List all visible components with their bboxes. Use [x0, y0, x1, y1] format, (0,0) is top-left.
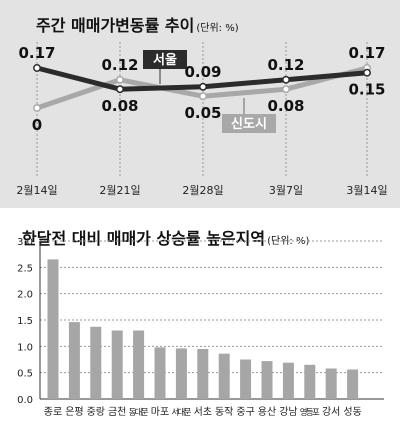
bar-8 [197, 349, 209, 399]
value-label-newtown: 0.12 [101, 56, 138, 74]
x-tick-label: 은평 [65, 406, 83, 418]
x-tick-label: 강남 [279, 406, 297, 418]
y-tick-label: 0.0 [17, 395, 33, 406]
bar-9 [218, 353, 230, 399]
value-label-newtown: 0 [32, 116, 42, 134]
bar-2 [68, 322, 80, 399]
data-point-seoul [33, 64, 41, 72]
y-tick-label: 1.5 [17, 316, 33, 327]
x-tick-label: 동대문 [129, 408, 149, 418]
x-tick-label: 중구 [236, 406, 254, 418]
value-label-seoul: 0.12 [267, 56, 304, 74]
legend-box-seoul [143, 50, 187, 69]
value-label-newtown: 0.08 [267, 97, 304, 115]
value-label-seoul: 0.08 [101, 97, 138, 115]
data-point-seoul [116, 85, 124, 94]
x-tick-label: 성동 [343, 406, 361, 418]
legend-tag-seoul: 서울 [143, 50, 187, 84]
x-tick-label: 서대문 [171, 408, 191, 418]
weekly-change-title: 주간 매매가변동률 추이 (단위: %) [36, 9, 239, 37]
y-tick-label: 0.5 [17, 369, 33, 380]
weekly-change-line-chart: 2월14일 2월21일 2월28일 3월7일 3월14일 0.17 0.08 0.09 0.12… [16, 42, 388, 197]
x-tick-label: 금천 [108, 406, 126, 418]
value-label-seoul: 0.09 [184, 63, 221, 81]
bar-14 [325, 368, 337, 399]
weekly-change-unit: (단위: %) [196, 23, 239, 34]
legend-tag-newtown: 신도시 [222, 98, 276, 133]
data-point-newtown [199, 92, 207, 101]
monthly-rise-panel: 한달전 대비 매매가 상승률 높은지역 (단위: %) 0.0 0.5 1.0 1.5 2… [0, 210, 400, 425]
data-point-newtown [282, 85, 290, 94]
bar-11 [261, 361, 273, 399]
x-tick-label: 강서 [322, 406, 340, 418]
data-point-newtown [116, 75, 124, 84]
monthly-rise-title-text: 한달전 대비 매매가 상승률 높은지역 [22, 229, 266, 248]
y-tick-label: 2.0 [17, 290, 33, 301]
weekly-change-panel: 주간 매매가변동률 추이 (단위: %) 2월14일 2월21일 2월28일 3월7일 3… [0, 0, 400, 208]
data-point-newtown [33, 104, 41, 112]
x-tick-label: 마포 [151, 406, 169, 418]
x-tick-label: 동작 [215, 406, 233, 418]
x-tick-label: 3월7일 [269, 183, 303, 197]
bar-1 [47, 259, 59, 399]
x-tick-label: 서초 [194, 406, 212, 418]
x-tick-label: 영등포 [300, 407, 320, 418]
bar-13 [304, 364, 316, 399]
value-label-newtown: 0.17 [348, 44, 385, 62]
bar-4 [111, 330, 123, 399]
x-tick-label: 종로 [44, 406, 62, 418]
x-tick-label: 2월28일 [182, 183, 223, 197]
bar-6 [154, 347, 166, 399]
value-label-seoul: 0.17 [18, 44, 55, 62]
data-point-seoul [363, 68, 371, 77]
bar-15 [347, 369, 359, 399]
legend-box-newtown [222, 114, 276, 133]
bar-10 [240, 359, 252, 399]
x-tick-label: 3월14일 [346, 183, 387, 197]
bar-12 [282, 362, 294, 399]
weekly-change-title-text: 주간 매매가변동률 추이 [36, 16, 195, 35]
legend-label-newtown: 신도시 [231, 117, 267, 132]
x-tick-label: 2월14일 [16, 183, 57, 197]
y-tick-label: 3.0 [17, 237, 33, 248]
value-label-newtown: 0.05 [184, 104, 221, 122]
value-label-seoul: 0.15 [348, 81, 385, 99]
monthly-rise-bar-chart: 0.0 0.5 1.0 1.5 2.0 2.5 3.0 종로 은평 중랑 금천 동대문 마포 서대문 서초 동… [17, 237, 384, 418]
x-tick-label: 용산 [258, 406, 276, 418]
data-point-seoul [282, 75, 290, 84]
bar-5 [133, 330, 145, 399]
x-tick-label: 중랑 [87, 406, 105, 418]
y-tick-label: 1.0 [17, 342, 33, 353]
bar-7 [175, 348, 187, 399]
x-tick-label: 2월21일 [99, 183, 140, 197]
y-tick-label: 2.5 [17, 263, 33, 274]
data-point-seoul [199, 82, 207, 91]
bar-3 [90, 326, 102, 399]
legend-label-seoul: 서울 [153, 52, 177, 68]
